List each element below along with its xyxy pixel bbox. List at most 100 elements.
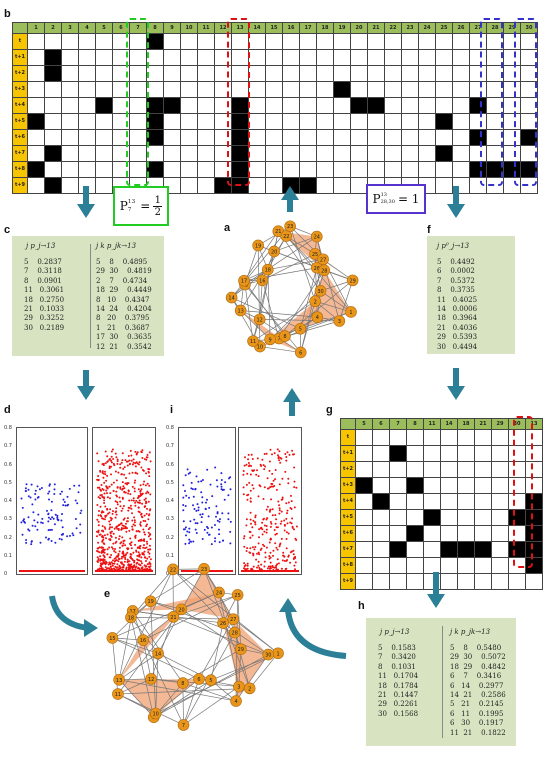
scatter-point [145, 565, 148, 568]
scatter-point [29, 496, 32, 499]
network-node-label: 2 [248, 686, 251, 692]
scatter-point [20, 521, 23, 524]
scatter-point [114, 536, 117, 539]
grid-cell [163, 113, 181, 130]
formula-num: 1 [154, 194, 161, 206]
network-node [333, 315, 346, 327]
table-row: 7 0.5372 [437, 276, 475, 285]
scatter-point [40, 487, 43, 489]
network-edge [235, 654, 269, 702]
scatter-point [269, 525, 272, 528]
scatter-point [109, 566, 112, 568]
scatter-point [145, 525, 148, 528]
scatter-point [66, 495, 69, 498]
scatter-point [101, 470, 104, 473]
scatter-point [269, 448, 272, 451]
scatter-point [106, 460, 109, 463]
panel-label-i: i [170, 404, 174, 416]
scatter-point [265, 546, 268, 549]
scatter-point [184, 526, 187, 529]
formula-p2: P [372, 192, 381, 206]
grid-cell [520, 161, 538, 178]
scatter-point [132, 523, 135, 526]
scatter-y-tick: 0.4 [4, 498, 12, 504]
scatter-point [103, 551, 106, 554]
grid-row-header: t+6 [340, 525, 356, 542]
scatter-point [134, 450, 137, 453]
scatter-point [113, 557, 116, 560]
scatter-point [97, 558, 100, 560]
scatter-point [261, 528, 264, 531]
scatter-point [288, 453, 291, 456]
network-node-label: 28 [321, 268, 327, 274]
grid-cell [384, 33, 402, 50]
scatter-point [290, 494, 292, 497]
scatter-point [110, 455, 113, 458]
scatter-point [143, 538, 146, 541]
scatter-point [121, 555, 124, 558]
network-edge [316, 236, 340, 322]
scatter-point [124, 544, 127, 547]
grid-cell [435, 177, 453, 194]
arrow-c-to-d-head [77, 386, 95, 400]
scatter-point [291, 449, 294, 452]
grid-cell [231, 49, 249, 66]
scatter-point [293, 506, 296, 509]
scatter-point [126, 464, 129, 467]
grid-cell [452, 129, 470, 146]
scatter-point [223, 498, 226, 501]
scatter-point [118, 496, 121, 499]
scatter-point [207, 515, 210, 518]
network-edge [183, 686, 240, 726]
scatter-point [25, 483, 28, 486]
scatter-point [103, 481, 106, 484]
grid-col-header: 11 [197, 22, 215, 34]
scatter-point [104, 462, 107, 465]
formula-sub: 7 [127, 207, 132, 213]
network-node [235, 643, 247, 655]
scatter-point [269, 561, 272, 564]
scatter-point [255, 558, 258, 561]
grid-cell [78, 177, 96, 194]
scatter-point [102, 538, 105, 541]
scatter-point [21, 533, 24, 536]
scatter-point [133, 521, 136, 524]
table-row: 14 0.0006 [437, 305, 478, 314]
network-node-label: 19 [147, 599, 153, 605]
scatter-point [271, 472, 274, 475]
scatter-point [129, 537, 132, 540]
scatter-point [98, 546, 101, 549]
network-edge [198, 618, 234, 680]
scatter-point [96, 550, 98, 552]
scatter-point [121, 566, 124, 569]
scatter-point [261, 458, 264, 461]
arrow-f-to-g-head [447, 386, 465, 400]
scatter-point [31, 503, 34, 506]
network-edge [267, 269, 271, 340]
scatter-point [102, 558, 105, 561]
grid-cell [418, 161, 436, 178]
scatter-point [293, 486, 296, 489]
network-edge [172, 569, 224, 624]
scatter-point [118, 564, 121, 567]
scatter-point [249, 500, 252, 503]
grid-cell [508, 429, 526, 446]
network-node-label: 10 [152, 712, 158, 718]
network-edge [112, 637, 119, 695]
scatter-point [246, 472, 249, 475]
scatter-point [129, 449, 132, 452]
scatter-point [121, 507, 124, 510]
scatter-point [34, 498, 37, 501]
grid-cell [299, 113, 317, 130]
scatter-point [50, 509, 53, 512]
scatter-point [96, 535, 98, 538]
scatter-point [60, 490, 63, 493]
scatter-point [98, 486, 101, 489]
table-h-right-column: 5 8 0.5480 29 30 0.5072 18 29 0.4842 6 7 0.… [450, 644, 506, 738]
network-edge [234, 632, 251, 689]
scatter-point [138, 511, 141, 514]
scatter-point [38, 488, 41, 491]
scatter-point [100, 484, 103, 486]
network-edge [244, 284, 254, 342]
scatter-point [286, 512, 288, 515]
